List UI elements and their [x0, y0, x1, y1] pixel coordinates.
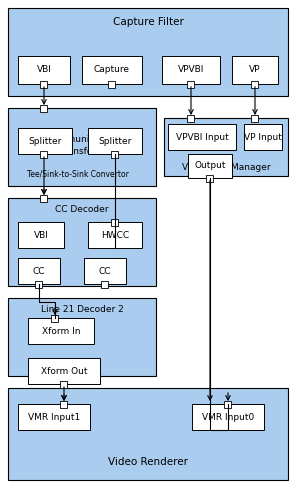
Text: Splitter: Splitter [28, 137, 62, 145]
Bar [60, 381, 67, 387]
Text: Communication: Communication [46, 136, 118, 144]
Bar [28, 358, 100, 384]
Text: Tee/Sink-to-Sink Convertor: Tee/Sink-to-Sink Convertor [27, 169, 129, 179]
Bar [188, 154, 232, 178]
Bar [88, 128, 142, 154]
Bar [192, 404, 264, 430]
Bar [8, 198, 156, 286]
Text: VPVBI: VPVBI [178, 65, 204, 75]
Bar [244, 124, 282, 150]
Text: Splitter: Splitter [98, 137, 132, 145]
Bar [41, 150, 47, 158]
Text: VPVBI Input: VPVBI Input [176, 133, 229, 142]
Text: VBI: VBI [37, 65, 52, 75]
Bar [252, 81, 258, 87]
Bar [60, 401, 67, 407]
Bar [18, 404, 90, 430]
Bar [18, 128, 72, 154]
Bar [102, 281, 109, 287]
Bar [18, 222, 64, 248]
Text: Video Renderer: Video Renderer [108, 457, 188, 467]
Text: CC: CC [33, 266, 45, 276]
Bar [18, 56, 70, 84]
Text: VP Input: VP Input [244, 133, 282, 142]
Bar [82, 56, 142, 84]
Bar [52, 314, 59, 322]
Bar [41, 195, 47, 202]
Bar [8, 388, 288, 480]
Bar [28, 318, 94, 344]
Bar [41, 81, 47, 87]
Bar [84, 258, 126, 284]
Bar [162, 56, 220, 84]
Text: VMR Input1: VMR Input1 [28, 412, 80, 422]
Bar [187, 81, 194, 87]
Text: CC Decoder: CC Decoder [55, 205, 109, 215]
Text: VBI: VBI [33, 230, 49, 240]
Bar [8, 8, 288, 96]
Text: Xform In: Xform In [42, 326, 80, 336]
Bar [8, 298, 156, 376]
Bar [252, 115, 258, 122]
Bar [187, 115, 194, 122]
Bar [18, 258, 60, 284]
Text: Capture Filter: Capture Filter [112, 17, 184, 27]
Text: VP: VP [249, 65, 261, 75]
Text: VMR Input0: VMR Input0 [202, 412, 254, 422]
Text: HWCC: HWCC [101, 230, 129, 240]
Text: Transform: Transform [59, 146, 104, 156]
Bar [232, 56, 278, 84]
Text: CC: CC [99, 266, 111, 276]
Bar [207, 175, 213, 182]
Bar [168, 124, 236, 150]
Bar [88, 222, 142, 248]
Text: Capture: Capture [94, 65, 130, 75]
Bar [112, 219, 118, 225]
Bar [224, 401, 231, 407]
Bar [164, 118, 288, 176]
Text: Xform Out: Xform Out [41, 366, 87, 375]
Bar [41, 104, 47, 111]
Text: Video Port Manager: Video Port Manager [182, 163, 270, 172]
Bar [36, 281, 43, 287]
Bar [109, 81, 115, 87]
Text: Line 21 Decoder 2: Line 21 Decoder 2 [41, 305, 123, 314]
Text: Output: Output [194, 162, 226, 170]
Bar [8, 108, 156, 186]
Bar [112, 150, 118, 158]
